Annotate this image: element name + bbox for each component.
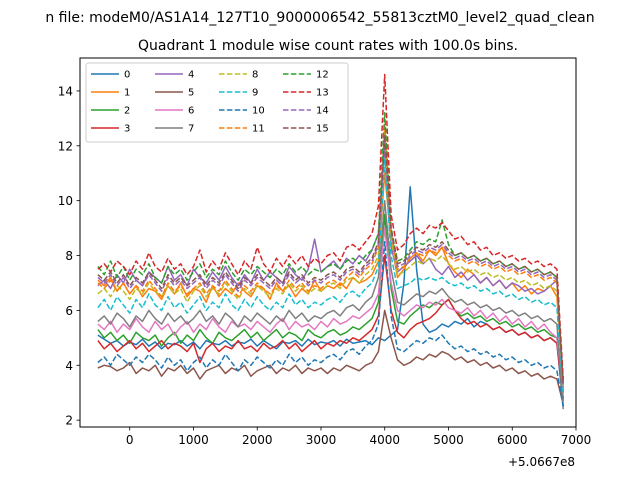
x-tick-label: 6000 [497, 433, 528, 447]
series-line-3 [97, 254, 564, 401]
series-line-10 [97, 241, 564, 407]
x-tick-label: 7000 [561, 433, 592, 447]
series-line-11 [97, 123, 564, 385]
x-tick-label: 3000 [306, 433, 337, 447]
y-tick-label: 12 [58, 139, 73, 153]
series-line-13 [97, 73, 564, 380]
series-line-15 [97, 134, 564, 385]
y-axis: 2 4 6 8 10 12 14 [58, 84, 80, 428]
legend-label-8: 8 [252, 70, 258, 81]
legend-label-7: 7 [188, 124, 194, 135]
y-tick-label: 2 [65, 414, 73, 428]
series-line-9 [97, 158, 564, 393]
plot-lines [97, 73, 564, 410]
plot-frame [79, 57, 577, 428]
y-tick-label: 10 [58, 194, 73, 208]
legend-label-5: 5 [188, 88, 194, 99]
figure-suptitle: n file: modeM0/AS1A14_127T10_9000006542_… [45, 10, 594, 26]
legend-label-9: 9 [252, 88, 258, 99]
legend-label-0: 0 [124, 70, 130, 81]
legend-label-2: 2 [124, 106, 130, 117]
legend-label-14: 14 [316, 106, 329, 117]
series-line-6 [97, 227, 564, 396]
x-tick-label: 4000 [369, 433, 400, 447]
series-line-4 [97, 145, 564, 393]
series-line-5 [97, 309, 564, 404]
legend-label-3: 3 [124, 124, 130, 135]
legend-label-11: 11 [252, 124, 265, 135]
x-axis: 0 1000 2000 3000 4000 5000 6000 7000 [126, 427, 591, 447]
legend-label-15: 15 [316, 124, 329, 135]
legend-box [85, 62, 349, 143]
y-tick-label: 14 [58, 84, 73, 98]
legend-label-12: 12 [316, 70, 329, 81]
legend-label-6: 6 [188, 106, 194, 117]
legend-label-4: 4 [188, 70, 194, 81]
x-tick-label: 2000 [242, 433, 273, 447]
series-line-14 [97, 139, 564, 388]
chart-title: Quadrant 1 module wise count rates with … [138, 38, 518, 54]
y-tick-label: 4 [65, 359, 73, 373]
x-axis-offset-label: +5.0667e8 [508, 455, 575, 469]
x-tick-label: 0 [126, 433, 134, 447]
series-line-8 [97, 131, 564, 391]
x-tick-label: 5000 [433, 433, 464, 447]
legend-label-10: 10 [252, 106, 265, 117]
legend-label-1: 1 [124, 88, 130, 99]
series-line-7 [97, 199, 564, 410]
legend-label-13: 13 [316, 88, 329, 99]
y-tick-label: 6 [65, 304, 73, 318]
x-tick-label: 1000 [178, 433, 209, 447]
y-tick-label: 8 [65, 249, 73, 263]
